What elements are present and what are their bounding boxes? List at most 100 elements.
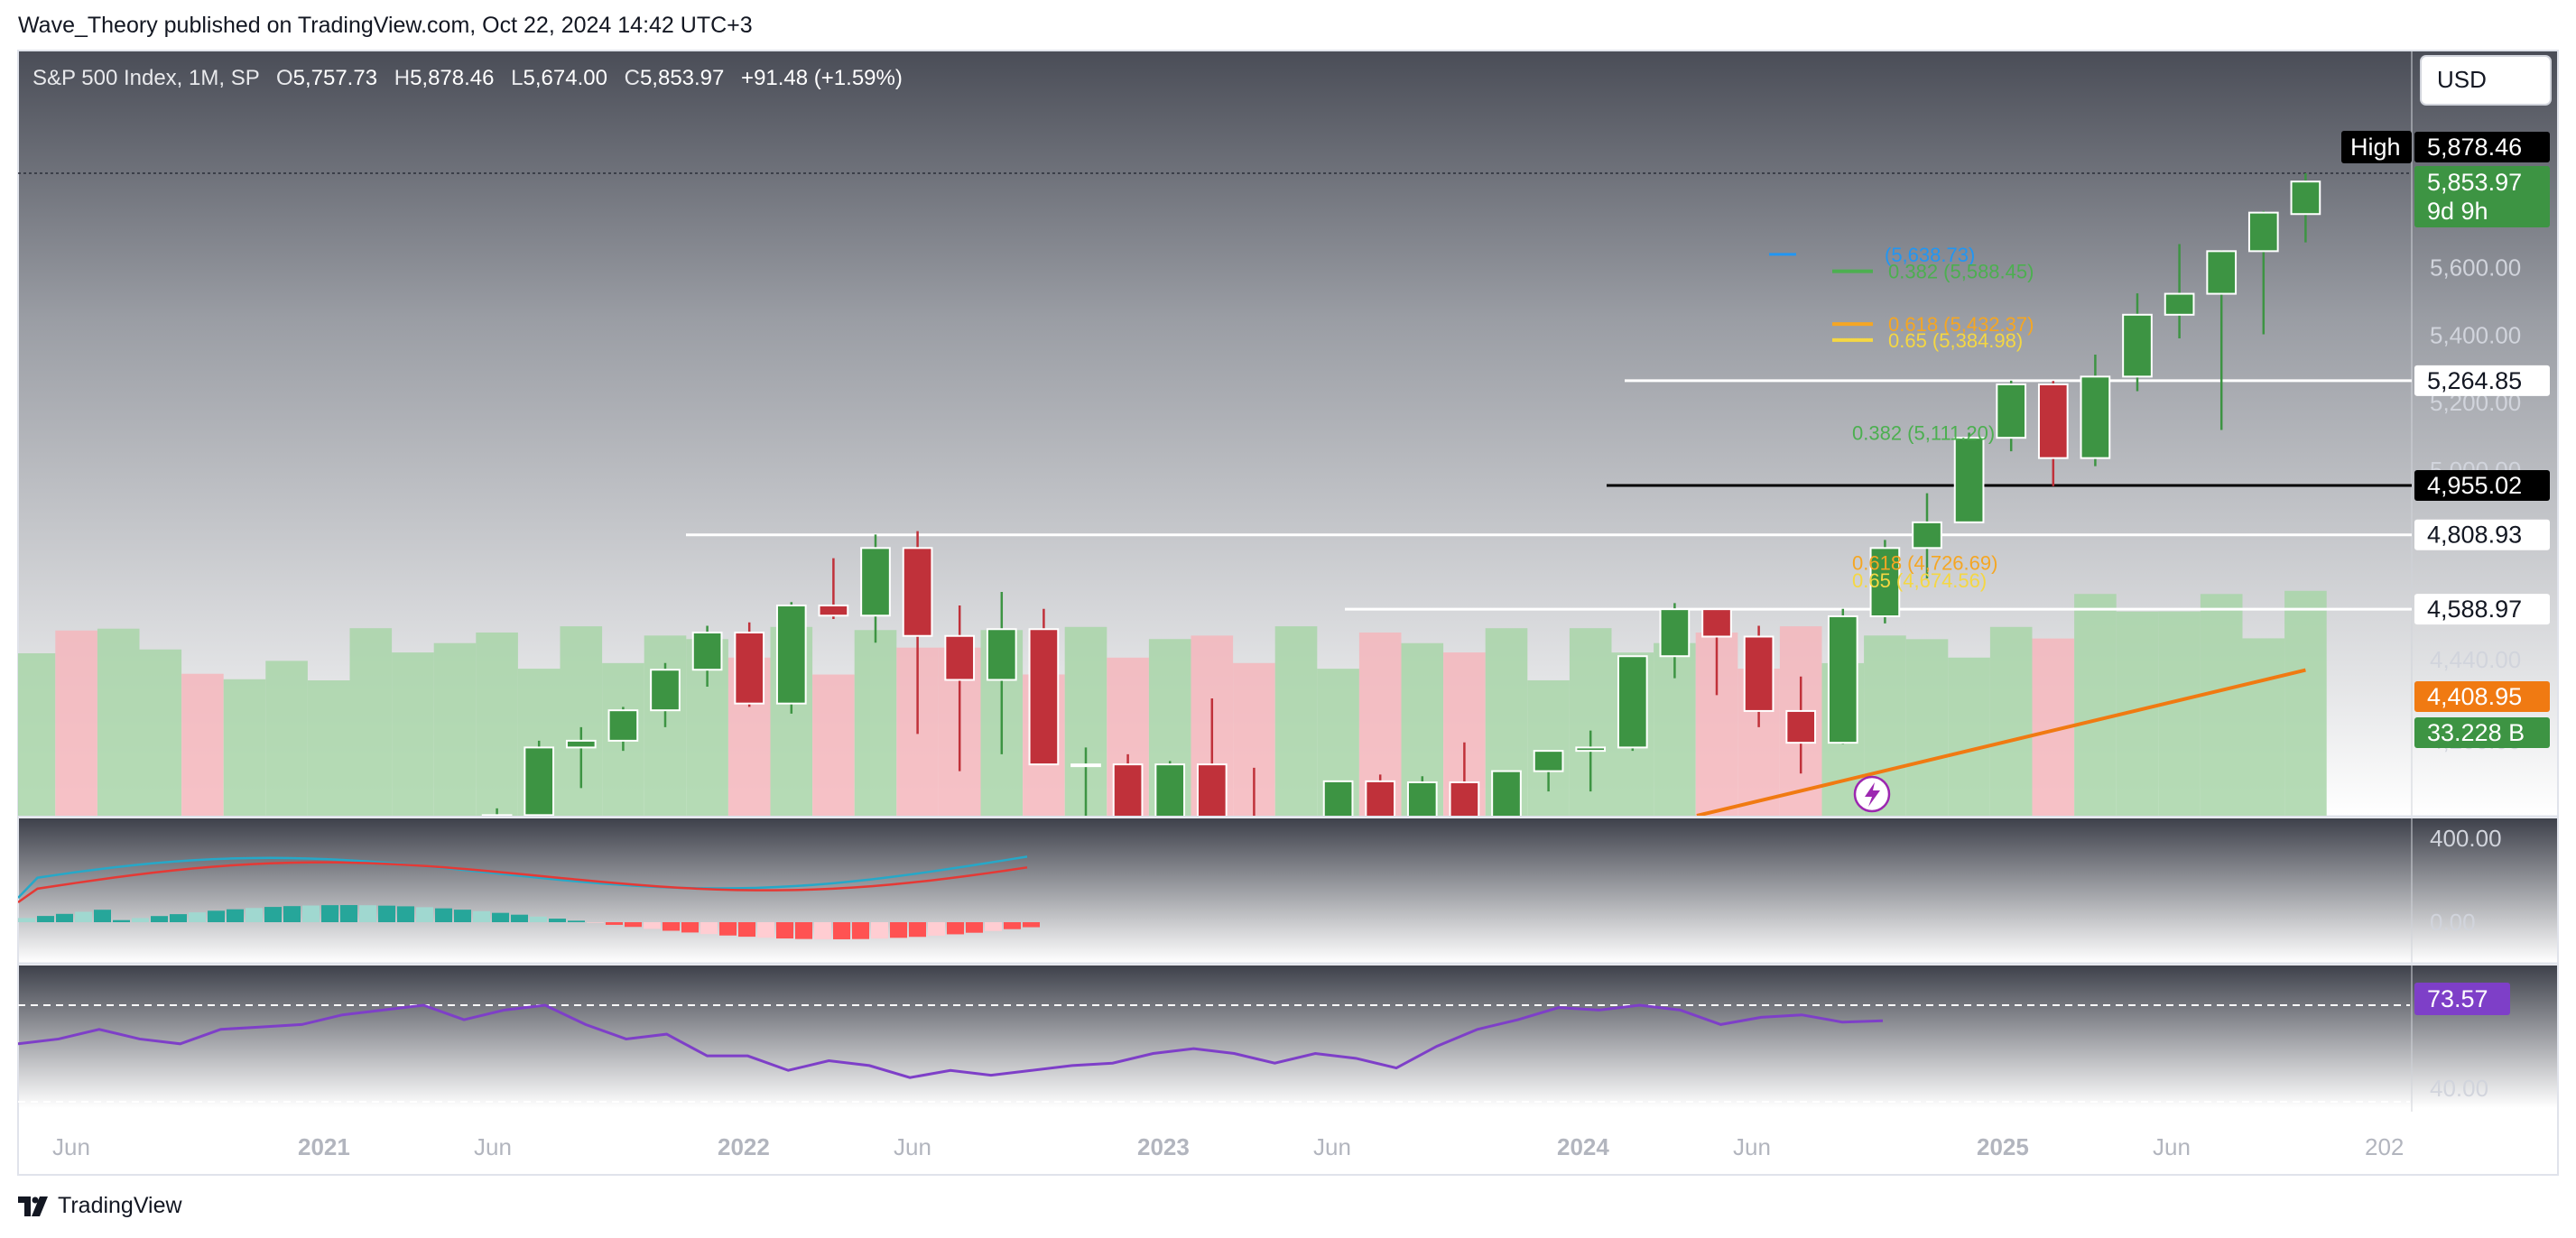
level-label-bg <box>2414 519 2550 550</box>
rsi-value-bg <box>2414 983 2510 1015</box>
price-tick: 5,400.00 <box>2430 321 2521 348</box>
level-label-bg <box>2414 365 2550 396</box>
macd-histogram-bar <box>75 911 92 922</box>
candle-body <box>481 814 513 816</box>
lightning-icon[interactable] <box>1853 775 1891 813</box>
fib-annotations: (5,638.73)0.382 (5,588.45) 0.618 (5,432.3… <box>1769 244 2034 592</box>
candle-body <box>1575 746 1607 753</box>
time-tick: 2023 <box>1137 1133 1190 1160</box>
publisher-credit: Wave_Theory published on TradingView.com… <box>18 13 753 38</box>
signal-line <box>18 861 1028 904</box>
high-value: 5,878.46 <box>410 66 494 90</box>
candle-body <box>2164 292 2195 316</box>
candle-body <box>2037 383 2069 459</box>
candles[interactable] <box>314 173 2321 1052</box>
macd-histogram-bar <box>473 910 490 922</box>
tradingview-brand: TradingView <box>18 1193 182 1219</box>
macd-histogram-bar <box>871 922 888 939</box>
macd-line <box>18 855 1028 899</box>
candle-body <box>1154 763 1186 816</box>
volume-label: 33.228 B <box>2427 719 2525 746</box>
candle-body <box>1785 709 1817 744</box>
macd-histogram-bar <box>814 922 831 939</box>
candle-body <box>1617 655 1648 749</box>
volume-bar <box>1274 626 1318 816</box>
macd-histogram-bar <box>359 905 376 922</box>
macd-histogram-bar <box>321 905 338 922</box>
time-tick: Jun <box>1313 1133 1351 1160</box>
volume-bar <box>349 628 393 816</box>
open-value: 5,757.73 <box>293 66 377 90</box>
volume-bar <box>476 632 518 816</box>
fib-label: 0.382 (5,588.45) <box>1888 261 2034 283</box>
macd-histogram-bar <box>132 918 149 922</box>
candle-body <box>607 709 639 742</box>
volume-bar <box>812 674 855 816</box>
volume-bar <box>307 680 350 816</box>
macd-histogram-bar <box>966 922 983 933</box>
close-value: 5,853.97 <box>640 66 724 90</box>
high-tag-bg <box>2341 131 2412 163</box>
candle-body <box>1659 608 1691 658</box>
macd-histogram-bar <box>757 922 774 938</box>
macd-histogram-bar <box>511 914 528 922</box>
currency-button[interactable]: USD <box>2420 55 2552 106</box>
macd-histogram-bar <box>644 922 661 929</box>
macd-histogram-bar <box>283 906 301 922</box>
open-label: O <box>276 66 293 90</box>
tradingview-logo-icon <box>18 1196 48 1216</box>
time-tick: Jun <box>894 1133 931 1160</box>
axes: 5,600.005,400.005,200.005,000.004,440.00… <box>52 131 2550 1160</box>
macd-histogram-bar <box>113 919 130 922</box>
candle-body <box>1701 608 1732 638</box>
time-tick: Jun <box>2153 1133 2191 1160</box>
macd-histogram-bar <box>435 908 452 922</box>
fib-label: (5,638.73) <box>1885 244 1975 266</box>
last-price-bg <box>2414 166 2550 227</box>
fib-label: 0.382 (5,111.20) <box>1852 421 1995 444</box>
volume-bar <box>223 679 266 816</box>
time-tick: Jun <box>474 1133 512 1160</box>
candle-body <box>2206 250 2238 295</box>
candle-body <box>1869 547 1901 618</box>
candle-body <box>1491 770 1522 816</box>
macd-histogram-bar <box>246 908 263 922</box>
countdown-label: 9d 9h <box>2427 198 2488 225</box>
macd-histogram-bar <box>416 907 433 922</box>
candle-body <box>986 628 1017 681</box>
rsi-pane[interactable] <box>18 965 2558 1108</box>
candle-body <box>775 605 807 705</box>
macd-histogram-bar <box>397 906 414 922</box>
candle-body <box>860 547 891 617</box>
last-price-label: 5,853.97 <box>2427 169 2522 196</box>
macd-histogram-bar <box>302 905 320 922</box>
candle-body <box>565 739 597 749</box>
candle-body <box>1322 780 1354 816</box>
fib-label: 0.618 (5,432.37) <box>1888 313 2034 336</box>
candle-body <box>1365 780 1396 816</box>
macd-histogram-bar <box>719 922 737 936</box>
volume-bar <box>139 649 182 816</box>
macd-histogram-bar <box>985 922 1002 931</box>
volume-bar <box>18 653 56 816</box>
macd-histogram-bar <box>454 910 471 922</box>
volume-bar <box>2242 638 2285 816</box>
price-tick: 5,600.00 <box>2430 254 2521 281</box>
fib-label: 0.65 (4,674.56) <box>1852 569 1987 592</box>
brand-name: TradingView <box>58 1193 182 1218</box>
macd-pane[interactable] <box>18 818 2558 963</box>
level-label: 4,588.97 <box>2427 596 2522 623</box>
currency-label: USD <box>2437 66 2487 93</box>
macd-histogram-bar <box>1004 922 1021 929</box>
candle-body <box>1028 628 1060 766</box>
macd-histogram-bar <box>189 912 206 922</box>
candle-body <box>2290 180 2321 216</box>
ohlc-legend[interactable]: S&P 500 Index, 1M, SP O5,757.73 H5,878.4… <box>32 66 903 90</box>
volume-bar <box>1948 657 1990 816</box>
macd-histogram-bar <box>37 916 54 922</box>
macd-histogram-bar <box>625 922 642 928</box>
volume-bar <box>181 673 224 816</box>
candle-body <box>1996 383 2027 439</box>
candle-body <box>1070 763 1101 768</box>
